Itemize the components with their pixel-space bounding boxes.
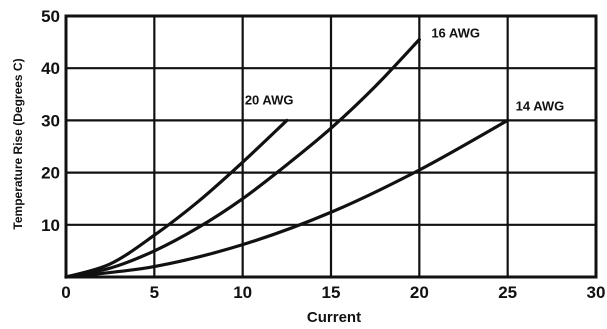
x-tick-label: 25 bbox=[498, 283, 517, 302]
y-tick-label: 50 bbox=[41, 7, 60, 26]
x-tick-label: 30 bbox=[587, 283, 606, 302]
series-line-14-awg bbox=[64, 118, 510, 279]
series-label-16-awg: 16 AWG bbox=[431, 25, 480, 40]
x-axis-title: Current bbox=[307, 309, 361, 326]
x-tick-label: 20 bbox=[410, 283, 429, 302]
plot-frame bbox=[64, 14, 598, 279]
y-tick-labels: 10 20 30 40 50 bbox=[41, 7, 60, 235]
y-axis-title: Temperature Rise (Degrees C) bbox=[11, 58, 25, 229]
series-line-20-awg bbox=[64, 118, 289, 279]
series-label-20-awg: 20 AWG bbox=[245, 92, 294, 107]
x-tick-labels: 0 5 10 15 20 25 30 bbox=[61, 283, 605, 302]
series-labels: 20 AWG 16 AWG 14 AWG bbox=[245, 25, 564, 113]
x-tick-label: 0 bbox=[61, 283, 70, 302]
x-tick-label: 10 bbox=[233, 283, 252, 302]
y-tick-label: 20 bbox=[41, 164, 60, 183]
series-line-16-awg bbox=[64, 37, 421, 279]
y-tick-label: 30 bbox=[41, 111, 60, 130]
x-tick-label: 5 bbox=[150, 283, 159, 302]
series-layer bbox=[64, 37, 510, 279]
x-tick-label: 15 bbox=[322, 283, 341, 302]
plot-border bbox=[64, 14, 598, 279]
y-tick-label: 40 bbox=[41, 59, 60, 78]
grid-layer bbox=[66, 16, 596, 277]
y-tick-label: 10 bbox=[41, 216, 60, 235]
series-label-14-awg: 14 AWG bbox=[516, 98, 565, 113]
